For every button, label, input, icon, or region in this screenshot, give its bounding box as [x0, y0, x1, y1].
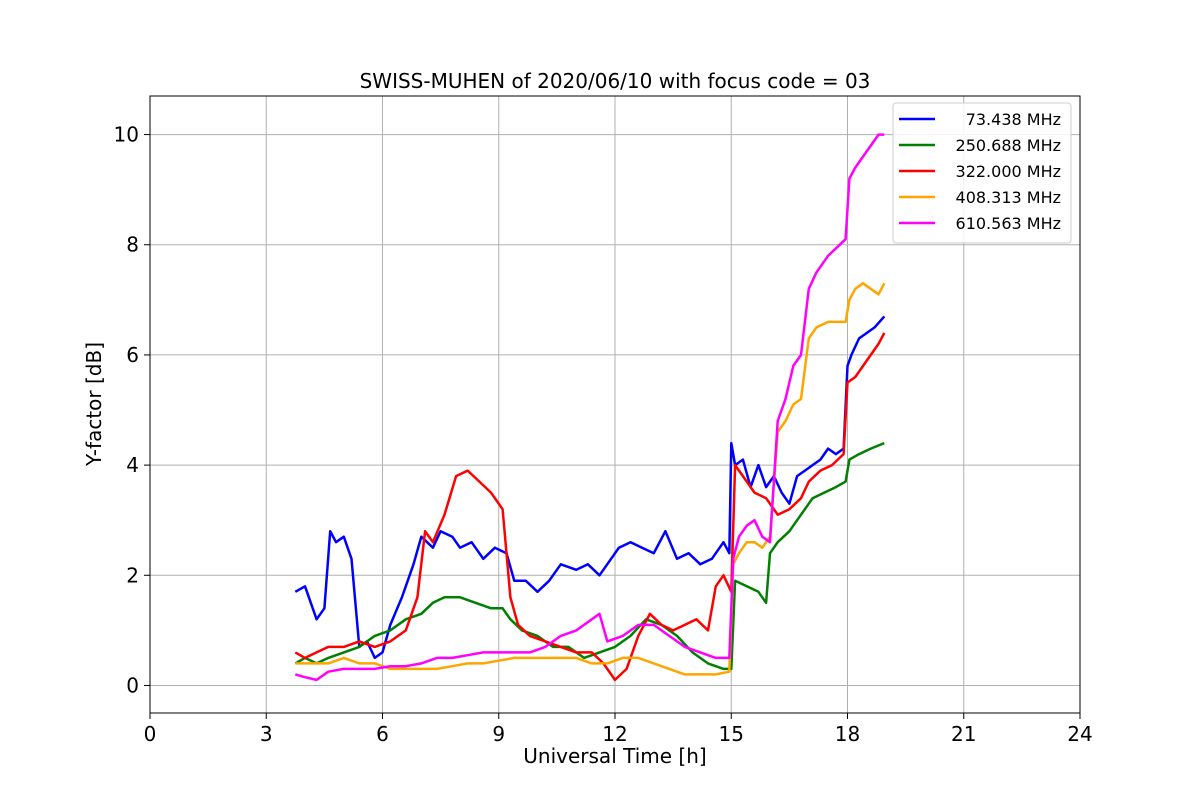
chart-title: SWISS-MUHEN of 2020/06/10 with focus cod… — [360, 69, 871, 93]
x-tick-label: 3 — [260, 722, 273, 746]
series-line-1 — [294, 441, 885, 671]
x-axis-title: Universal Time [h] — [523, 744, 706, 768]
x-tick-label: 6 — [376, 722, 389, 746]
x-tick-label: 0 — [144, 722, 157, 746]
x-axis-ticks: 0 3 6 9 12 15 18 21 24 — [144, 713, 1093, 746]
legend: 73.438 MHz 250.688 MHz 322.000 MHz 408.313 … — [892, 102, 1072, 244]
legend-label-1: 250.688 MHz — [956, 136, 1061, 155]
x-tick-label: 21 — [951, 722, 976, 746]
y-tick-label: 4 — [126, 453, 139, 477]
y-tick-label: 8 — [126, 233, 139, 257]
series-line-0 — [294, 315, 886, 660]
series-line-2 — [294, 332, 886, 682]
legend-label-4: 610.563 MHz — [956, 214, 1061, 233]
y-tick-label: 2 — [126, 563, 139, 587]
x-tick-label: 15 — [719, 722, 744, 746]
legend-label-0: 73.438 MHz — [966, 110, 1061, 129]
series-line-4 — [294, 133, 885, 682]
x-tick-label: 18 — [835, 722, 860, 746]
x-tick-label: 9 — [492, 722, 505, 746]
y-tick-label: 0 — [126, 673, 139, 697]
x-tick-label: 12 — [602, 722, 627, 746]
y-tick-label: 6 — [126, 343, 139, 367]
legend-label-2: 322.000 MHz — [956, 162, 1061, 181]
y-tick-label: 10 — [114, 123, 139, 147]
series-line-3 — [295, 282, 886, 676]
series-lines — [294, 133, 886, 682]
legend-label-3: 408.313 MHz — [956, 188, 1061, 207]
y-axis-title: Y-factor [dB] — [82, 342, 106, 467]
legend-box — [892, 102, 1072, 244]
x-tick-label: 24 — [1067, 722, 1092, 746]
y-axis-ticks: 0 2 4 6 8 10 — [114, 123, 150, 697]
